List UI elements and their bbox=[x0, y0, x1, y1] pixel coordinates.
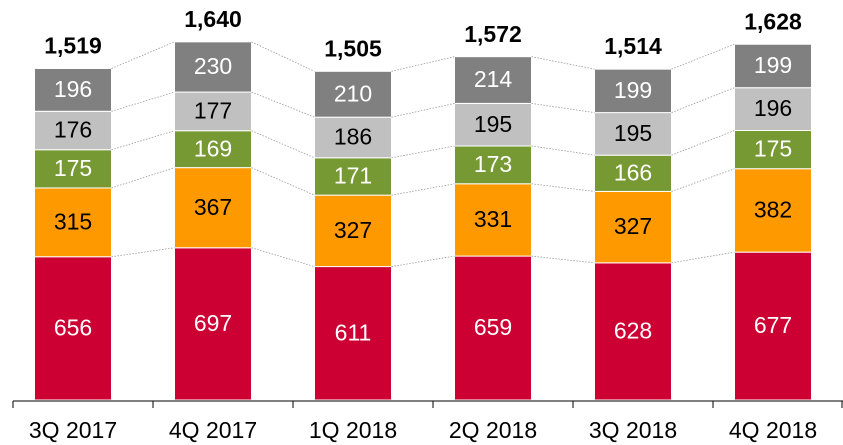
data-label: 166 bbox=[614, 159, 652, 185]
connector bbox=[391, 183, 455, 196]
bar-segment bbox=[174, 130, 252, 169]
data-label: 195 bbox=[474, 111, 512, 137]
connector bbox=[671, 251, 735, 264]
connector bbox=[111, 167, 175, 189]
data-label: 177 bbox=[194, 97, 232, 123]
data-label: 169 bbox=[194, 135, 232, 161]
connector bbox=[251, 91, 315, 118]
total-label: 1,505 bbox=[324, 35, 382, 61]
bar-segment bbox=[594, 154, 672, 192]
data-label: 315 bbox=[54, 208, 92, 234]
connector bbox=[671, 130, 735, 156]
bar-segment bbox=[734, 130, 812, 170]
bar-segment bbox=[594, 68, 672, 114]
data-label: 327 bbox=[614, 213, 652, 239]
connector bbox=[391, 56, 455, 72]
bar-segment bbox=[314, 266, 392, 401]
connector bbox=[671, 87, 735, 113]
data-label: 697 bbox=[194, 310, 232, 336]
bar-segment bbox=[454, 102, 532, 147]
data-label: 199 bbox=[614, 77, 652, 103]
data-label: 176 bbox=[54, 117, 92, 143]
data-label: 659 bbox=[474, 314, 512, 340]
bar-segment bbox=[314, 70, 392, 118]
bar-segment bbox=[174, 167, 252, 249]
connector bbox=[111, 130, 175, 151]
total-label: 1,514 bbox=[604, 33, 662, 59]
total-label: 1,572 bbox=[464, 21, 522, 47]
data-label: 196 bbox=[754, 95, 792, 121]
connector bbox=[671, 168, 735, 192]
bar-segment bbox=[454, 255, 532, 401]
bar-segment bbox=[34, 187, 112, 258]
bar-segment bbox=[34, 110, 112, 151]
connector bbox=[531, 145, 595, 156]
bar-segment bbox=[734, 43, 812, 89]
data-label: 331 bbox=[474, 206, 512, 232]
data-label: 175 bbox=[754, 136, 792, 162]
connector bbox=[111, 91, 175, 112]
bar-segment bbox=[734, 251, 812, 401]
data-label: 199 bbox=[754, 52, 792, 78]
data-label: 173 bbox=[474, 151, 512, 177]
bar-segment bbox=[174, 247, 252, 401]
bar-segment bbox=[174, 91, 252, 132]
data-label: 210 bbox=[334, 80, 372, 106]
data-label: 195 bbox=[614, 120, 652, 146]
connector bbox=[531, 56, 595, 70]
data-label: 171 bbox=[334, 163, 372, 189]
connector bbox=[391, 145, 455, 159]
bar-segment bbox=[734, 168, 812, 253]
x-tick-label: 3Q 2018 bbox=[589, 417, 677, 443]
bar-segment bbox=[594, 112, 672, 156]
data-label: 611 bbox=[335, 319, 372, 345]
total-label: 1,640 bbox=[184, 6, 242, 32]
x-tick-label: 4Q 2018 bbox=[729, 417, 817, 443]
bar-segment bbox=[314, 157, 392, 196]
bar-segment bbox=[34, 67, 112, 112]
connector bbox=[531, 103, 595, 113]
bar-segment bbox=[34, 256, 112, 401]
connector bbox=[531, 255, 595, 264]
data-label: 628 bbox=[614, 318, 652, 344]
x-tick-label: 1Q 2018 bbox=[309, 417, 397, 443]
bar-segment bbox=[734, 87, 812, 132]
connector bbox=[111, 247, 175, 258]
data-label: 230 bbox=[194, 53, 232, 79]
connector bbox=[251, 167, 315, 196]
total-label: 1,519 bbox=[44, 33, 102, 59]
connector bbox=[391, 255, 455, 267]
data-label: 214 bbox=[474, 66, 513, 92]
x-tick-label: 2Q 2018 bbox=[449, 417, 537, 443]
x-tick-label: 3Q 2017 bbox=[29, 417, 117, 443]
connector bbox=[251, 41, 315, 72]
bar-segment bbox=[454, 145, 532, 185]
connector bbox=[251, 130, 315, 159]
data-label: 677 bbox=[754, 312, 792, 338]
connector bbox=[111, 41, 175, 69]
x-tick-label: 4Q 2017 bbox=[169, 417, 257, 443]
bar-segment bbox=[314, 194, 392, 268]
connector bbox=[671, 43, 735, 70]
bar-segment bbox=[174, 41, 252, 93]
data-label: 196 bbox=[54, 76, 92, 102]
bar-segment bbox=[454, 56, 532, 104]
bar-segment bbox=[594, 262, 672, 401]
data-label: 382 bbox=[754, 197, 792, 223]
data-label: 327 bbox=[334, 217, 372, 243]
data-label: 175 bbox=[54, 155, 92, 181]
connector bbox=[251, 247, 315, 267]
bar-segment bbox=[454, 183, 532, 257]
total-label: 1,628 bbox=[744, 8, 802, 34]
data-label: 186 bbox=[334, 124, 372, 150]
data-label: 656 bbox=[54, 314, 92, 340]
connector bbox=[531, 183, 595, 192]
data-label: 367 bbox=[194, 194, 232, 220]
connector bbox=[391, 103, 455, 118]
